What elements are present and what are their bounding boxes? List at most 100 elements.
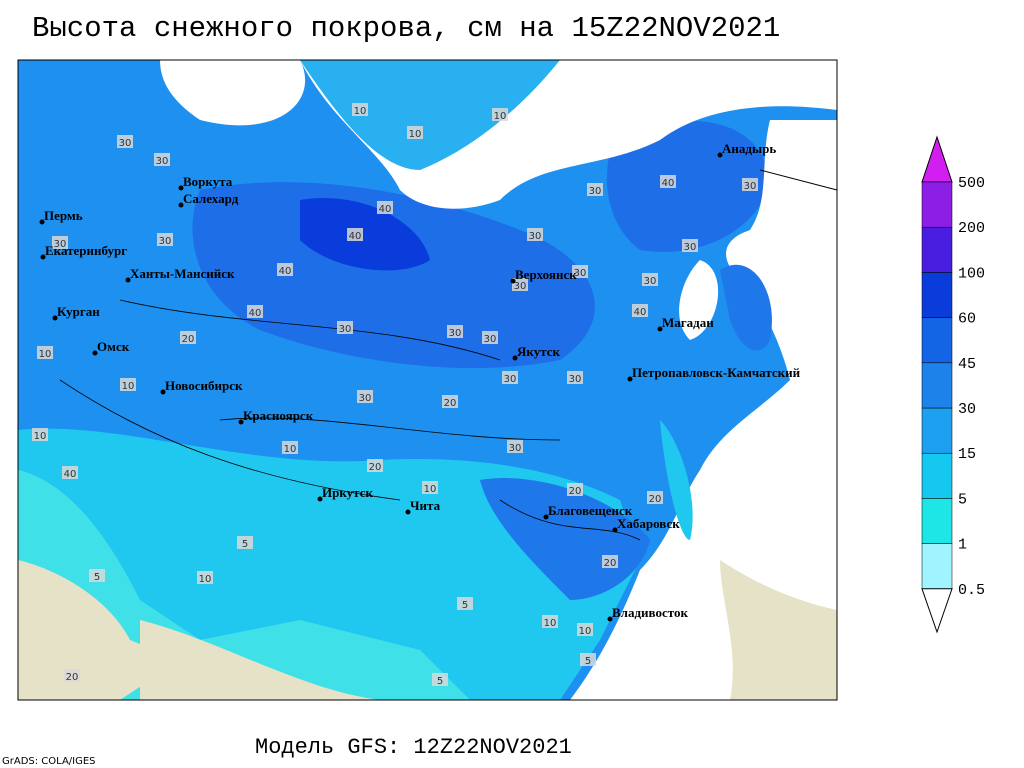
contour-label: 30 — [156, 156, 169, 167]
contour-label: 30 — [644, 276, 657, 287]
contour-label-box — [277, 263, 293, 276]
contour-label-box — [602, 555, 618, 568]
contour-label: 5 — [437, 676, 443, 687]
contour-label: 30 — [744, 181, 757, 192]
colorbar-label: 500 — [958, 175, 985, 192]
contour-label-box — [62, 466, 78, 479]
contour-label: 40 — [662, 178, 675, 189]
contour-label-box — [237, 536, 253, 549]
colorbar-label: 5 — [958, 491, 967, 508]
contour-label: 10 — [494, 111, 507, 122]
contour-label-box — [337, 321, 353, 334]
city-dot — [92, 350, 98, 356]
contour-label-box — [282, 441, 298, 454]
city-label: Екатеринбург — [45, 243, 127, 258]
contour-label-box — [527, 228, 543, 241]
city-label: Салехард — [183, 191, 239, 206]
contour-label: 40 — [249, 308, 262, 319]
city-dot — [510, 278, 516, 284]
contour-label-box — [482, 331, 498, 344]
city-label: Верхоянск — [515, 267, 577, 282]
contour-label-box — [572, 265, 588, 278]
contour-label: 10 — [544, 618, 557, 629]
city-dot — [160, 389, 166, 395]
city-dot — [39, 219, 45, 225]
contour-label-box — [37, 346, 53, 359]
contour-label: 40 — [349, 231, 362, 242]
contour-label-box — [507, 440, 523, 453]
contour-label-box — [357, 390, 373, 403]
title: Высота снежного покрова, см на 15Z22NOV2… — [32, 12, 780, 45]
colorbar-label: 45 — [958, 356, 976, 373]
contour-label: 40 — [279, 266, 292, 277]
colorbar-cap — [921, 588, 953, 634]
contour-label-box — [447, 325, 463, 338]
contour-label: 30 — [484, 334, 497, 345]
contour-label-box — [89, 569, 105, 582]
contour-label-box — [492, 108, 508, 121]
contour-label-box — [64, 669, 80, 682]
contour-label-box — [442, 395, 458, 408]
contour-label: 40 — [634, 307, 647, 318]
city-dot — [543, 514, 549, 520]
contour-label: 40 — [379, 204, 392, 215]
city-dot — [657, 326, 663, 332]
contour-label-box — [120, 378, 136, 391]
contour-label: 30 — [589, 186, 602, 197]
contour-label: 30 — [509, 443, 522, 454]
contour-label: 10 — [34, 431, 47, 442]
city-dot — [178, 202, 184, 208]
city-label: Чита — [410, 498, 441, 513]
colorbar-box — [921, 543, 953, 590]
contour-label-box — [407, 126, 423, 139]
contour-label-box — [660, 175, 676, 188]
contour-label: 20 — [649, 494, 662, 505]
colorbar-label: 15 — [958, 446, 976, 463]
contour-label-box — [52, 236, 68, 249]
contour-label: 10 — [39, 349, 52, 360]
city-label: Петропавловск-Камчатский — [632, 365, 801, 380]
contour-label-box — [682, 239, 698, 252]
contour-label: 5 — [242, 539, 248, 550]
colorbar-label: 100 — [958, 265, 985, 282]
colorbar-box — [921, 362, 953, 409]
city-label: Хабаровск — [617, 516, 680, 531]
map — [17, 59, 838, 701]
contour-label: 10 — [284, 444, 297, 455]
city-dot — [607, 616, 613, 622]
colorbar-box — [921, 272, 953, 318]
contour-label: 30 — [569, 374, 582, 385]
colorbar-box — [921, 317, 953, 364]
city-dot — [125, 277, 131, 283]
contour-label: 10 — [122, 381, 135, 392]
contour-label-box — [542, 615, 558, 628]
contour-label: 40 — [64, 469, 77, 480]
city-label: Пермь — [44, 208, 83, 223]
colorbar-label: 0.5 — [958, 582, 985, 599]
contour-label-box — [632, 304, 648, 317]
colorbar-label: 30 — [958, 401, 976, 418]
city-label: Иркутск — [322, 485, 373, 500]
contour-label-box — [180, 331, 196, 344]
contour-label: 10 — [354, 106, 367, 117]
contour-label-box — [157, 233, 173, 246]
contour-label: 30 — [529, 231, 542, 242]
city-dot — [238, 419, 244, 425]
city-dot — [405, 509, 411, 515]
contour-label: 10 — [579, 626, 592, 637]
city-dot — [627, 376, 633, 382]
colorbar-cap — [921, 135, 953, 183]
city-dot — [512, 355, 518, 361]
contour-label-box — [197, 571, 213, 584]
contour-label: 30 — [574, 268, 587, 279]
contour-label: 10 — [409, 129, 422, 140]
contour-label-box — [647, 491, 663, 504]
city-dot — [40, 254, 46, 260]
city-dot — [52, 315, 58, 321]
colorbar-label: 200 — [958, 220, 985, 237]
contour-label: 10 — [424, 484, 437, 495]
contour-label: 20 — [369, 462, 382, 473]
contour-label-box — [422, 481, 438, 494]
contour-label-box — [502, 371, 518, 384]
